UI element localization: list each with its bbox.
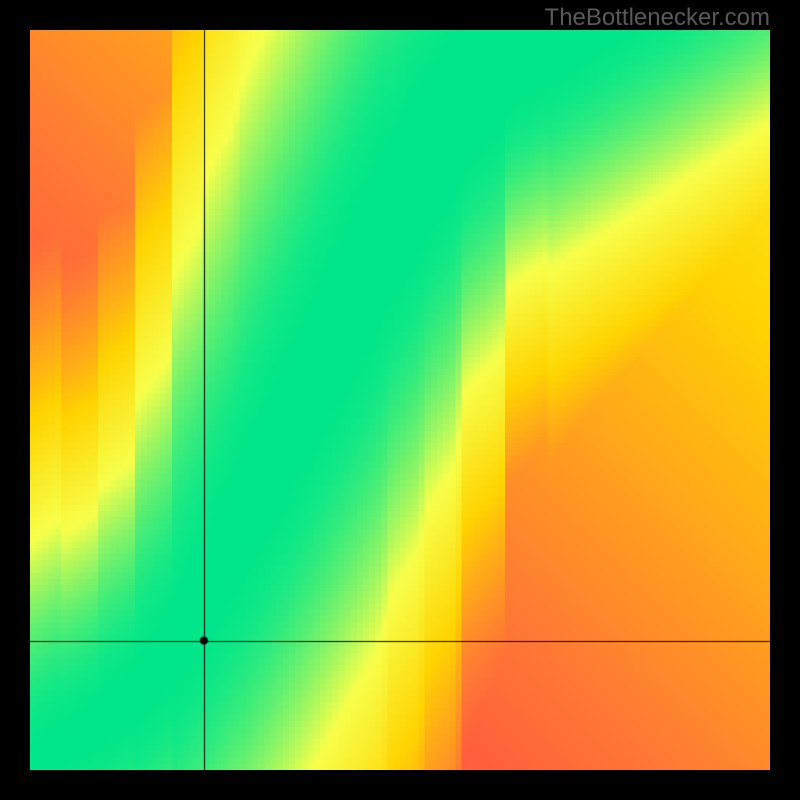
figure-container: TheBottlenecker.com <box>0 0 800 800</box>
watermark-text: TheBottlenecker.com <box>545 4 770 32</box>
bottleneck-heatmap <box>30 30 770 770</box>
